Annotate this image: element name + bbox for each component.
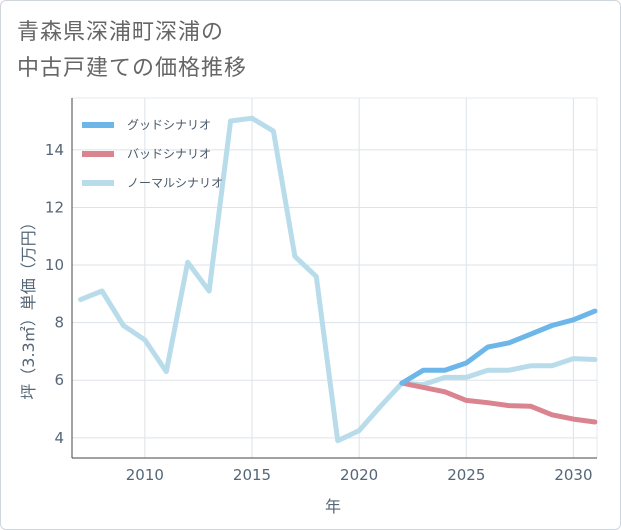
series-line-0 (399, 308, 598, 386)
x-tick-label: 2025 (447, 466, 485, 484)
y-tick-label: 12 (45, 198, 64, 216)
y-tick-label: 4 (54, 429, 64, 447)
x-tick-label: 2015 (233, 466, 271, 484)
x-axis-label: 年 (325, 497, 341, 516)
y-tick-label: 6 (54, 371, 64, 389)
y-tick-label: 14 (45, 141, 64, 159)
grid-lines (71, 97, 598, 459)
y-tick-label: 10 (45, 256, 64, 274)
series-lines (78, 115, 598, 444)
legend-label-2: ノーマルシナリオ (127, 176, 223, 190)
legend-label-1: バッドシナリオ (127, 147, 211, 161)
legend-label-0: グッドシナリオ (127, 118, 211, 132)
x-tick-label: 2020 (340, 466, 378, 484)
y-axis-label: 坪（3.3㎡）単価（万円） (19, 214, 38, 399)
y-tick-label: 8 (54, 314, 64, 332)
chart-title: 青森県深浦町深浦の 中古戸建ての価格推移 (17, 20, 248, 81)
series-line-2 (78, 115, 598, 444)
x-tick-label: 2010 (126, 466, 164, 484)
x-tick-label: 2030 (554, 466, 592, 484)
axes: 2010 2015 2020 2025 2030 4 6 8 10 12 14 (45, 98, 597, 484)
series-line-1 (399, 380, 598, 425)
